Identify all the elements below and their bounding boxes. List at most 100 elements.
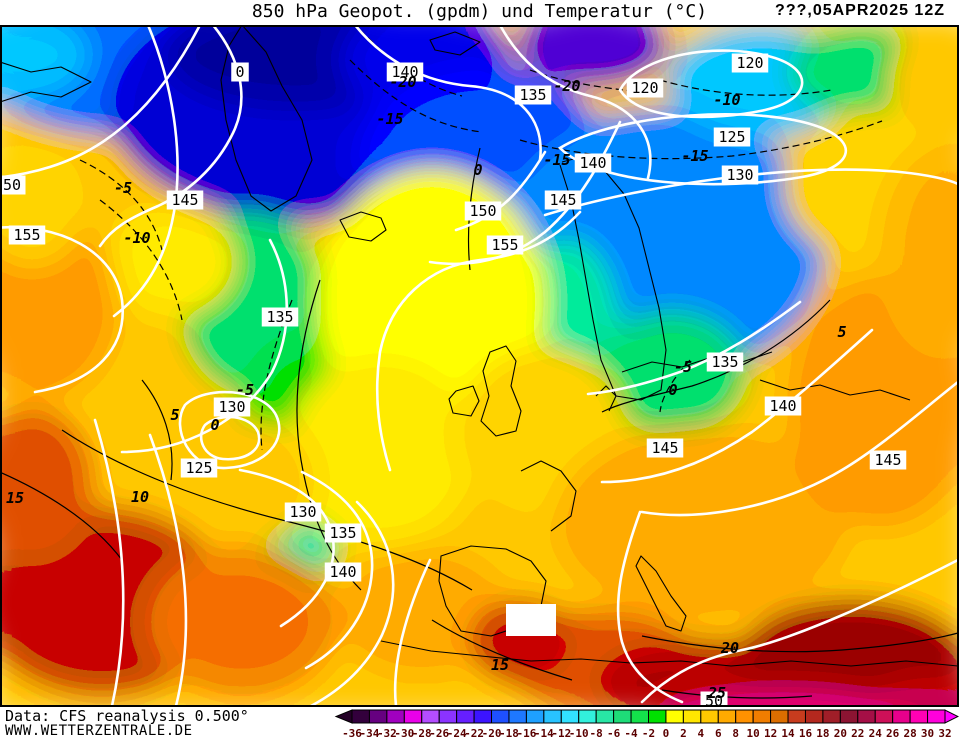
field-blob [107, 207, 237, 317]
isotherm-label: -20 [553, 77, 580, 95]
colorbar-tick: -32 [377, 727, 397, 740]
geopotential-line [616, 510, 684, 704]
geopotential-label-box [213, 397, 251, 417]
geopotential-label-box [514, 85, 552, 105]
geopotential-label: 145 [651, 439, 678, 457]
geopotential-label-box [731, 53, 769, 73]
colorbar-cell [927, 709, 946, 724]
isotherm-label: 20 [720, 639, 739, 657]
geopotential-label-box [324, 562, 362, 582]
geopotential-line [199, 415, 261, 461]
geopotential-line [393, 558, 432, 707]
coastline-path [429, 31, 481, 56]
colorbar-tick: 14 [781, 727, 795, 740]
geopotential-line [498, 25, 652, 180]
coastline-path [480, 345, 522, 437]
geopotential-label-box [646, 438, 684, 458]
geopotential-label-box [261, 307, 299, 327]
coastline-path [339, 211, 387, 242]
geopotential-label: 140 [391, 63, 418, 81]
isotherm-label: 15 [6, 489, 24, 507]
colorbar-cell [787, 709, 806, 724]
geopotential-line [0, 225, 124, 394]
geopotential-label-box [231, 62, 249, 82]
isotherm-line [519, 120, 883, 160]
geopotential-label-box [706, 352, 744, 372]
geopotential-line [600, 328, 874, 484]
geopotential-label: 130 [726, 166, 753, 184]
colorbar-tick: -10 [569, 727, 589, 740]
colorbar-tick: -4 [624, 727, 638, 740]
isotherm-line [431, 619, 573, 681]
isotherm-contours [0, 29, 959, 699]
colorbar-cell [613, 709, 632, 724]
field-blob [147, 547, 337, 697]
geopotential-label: 130 [218, 398, 245, 416]
field-blob [287, 357, 477, 547]
colorbar-tick: 8 [732, 727, 739, 740]
colorbar-tick: -36 [342, 727, 362, 740]
geopotential-label: 50 [3, 176, 21, 194]
geopotential-line [120, 238, 289, 454]
geopotential-label: 50 [705, 692, 723, 707]
geopotential-line [309, 500, 395, 707]
coastline-path [0, 61, 92, 103]
geopotential-label: 135 [329, 524, 356, 542]
isotherm-line [260, 299, 293, 451]
isotherm-label: 0 [668, 381, 677, 399]
isotherm-line [61, 429, 473, 591]
colorbar-tick: 2 [680, 727, 687, 740]
colorbar-cell [648, 709, 667, 724]
field-blob [870, 680, 959, 707]
geopotential-line [557, 113, 847, 186]
colorbar-cell [491, 709, 510, 724]
colorbar-tick: 24 [869, 727, 883, 740]
geopotential-label-box [386, 62, 424, 82]
geopotential-label-box [721, 165, 759, 185]
geopotential-label-box [464, 201, 502, 221]
geopotential-line [353, 25, 542, 162]
isotherm-line [349, 59, 483, 133]
data-source-line: Data: CFS reanalysis 0.500° [5, 707, 249, 725]
geopotential-label-box [713, 127, 751, 147]
colorbar-cell [735, 709, 754, 724]
field-blob [0, 25, 90, 100]
isotherm-label: -20 [389, 73, 416, 91]
isotherm-line [79, 159, 163, 251]
geopotential-label: 120 [631, 79, 658, 97]
colorbar-cell [682, 709, 702, 724]
colorbar-tick: -6 [607, 727, 621, 740]
geopotential-label: 140 [329, 563, 356, 581]
colorbar-cell [525, 709, 545, 724]
geopotential-line [300, 470, 374, 670]
geopotential-label: 140 [579, 154, 606, 172]
geopotential-label: 140 [769, 397, 796, 415]
isotherm-label: -10 [713, 91, 740, 109]
geopotential-line [178, 390, 281, 470]
isotherm-line [99, 199, 183, 321]
coastline-path [220, 25, 313, 212]
colorbar-tick: 0 [663, 727, 670, 740]
field-blob [337, 550, 507, 674]
coastline-path [380, 640, 959, 667]
colorbar-tick: -16 [516, 727, 536, 740]
geopotential-label: 155 [491, 236, 518, 254]
geopotential-label: 145 [171, 191, 198, 209]
geopotential-line [640, 380, 959, 517]
colorbar-cell [386, 709, 405, 724]
field-blob [557, 427, 847, 617]
colorbar-tick: -2 [642, 727, 655, 740]
colorbar-cell [473, 709, 493, 724]
colorbar-cell [630, 709, 650, 724]
isotherm-line [296, 279, 362, 591]
colorbar-tick: 20 [834, 727, 847, 740]
temperature-colorbar: -36-34-32-30-28-26-24-22-20-18-16-14-12-… [334, 709, 959, 740]
colorbar-tick: 16 [799, 727, 813, 740]
isotherm-line [141, 379, 173, 481]
isotherm-label: 15 [491, 656, 509, 674]
geopotential-label: 125 [718, 128, 745, 146]
colorbar-cell [857, 709, 876, 724]
isotherm-line [659, 359, 691, 413]
